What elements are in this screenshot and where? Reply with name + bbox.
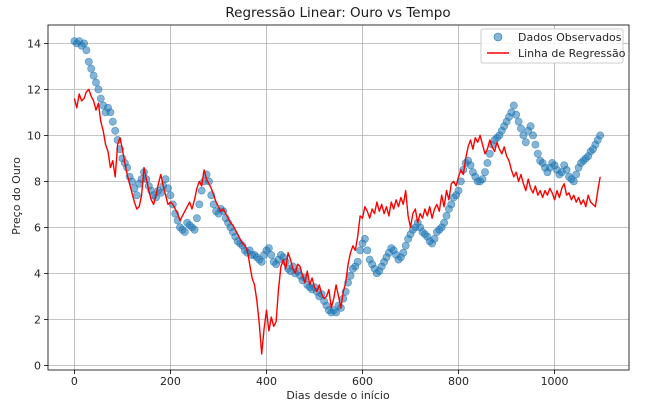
data-point <box>533 149 542 158</box>
data-point <box>512 110 521 119</box>
plot-frame <box>47 24 630 371</box>
data-point <box>531 140 540 149</box>
data-point <box>161 175 170 183</box>
data-point <box>197 186 206 195</box>
data-point <box>87 64 96 73</box>
x-axis-ticks: 0 200 400 600 800 1000 <box>71 370 569 388</box>
legend-box <box>480 28 624 64</box>
data-point <box>478 175 487 183</box>
data-point <box>96 94 105 103</box>
data-point <box>596 131 605 140</box>
data-point <box>466 161 475 170</box>
data-point <box>519 131 528 140</box>
y-tick-label: 8 <box>34 175 41 188</box>
data-point <box>164 184 172 193</box>
data-point <box>447 200 456 209</box>
legend-label-scatter: Dados Observados <box>518 31 622 44</box>
data-point <box>346 271 355 280</box>
y-tick-label: 10 <box>27 129 41 142</box>
data-point <box>82 46 91 55</box>
y-tick-label: 0 <box>34 359 41 372</box>
legend-marker-scatter <box>493 32 503 42</box>
x-tick-label: 800 <box>448 375 469 388</box>
y-axis-label: Preço do Ouro <box>10 157 23 235</box>
data-point <box>483 159 492 167</box>
data-point <box>156 188 165 197</box>
data-point <box>514 117 523 126</box>
data-point <box>192 214 201 223</box>
data-point <box>132 191 141 200</box>
data-point <box>180 228 189 236</box>
x-tick-label: 1000 <box>541 375 569 388</box>
data-point <box>572 170 581 179</box>
data-point <box>92 78 100 87</box>
data-point <box>430 234 439 243</box>
chart-title: Regressão Linear: Ouro vs Tempo <box>225 5 450 21</box>
y-tick-label: 14 <box>27 37 41 50</box>
y-tick-label: 6 <box>34 221 41 234</box>
x-axis-label: Dias desde o início <box>286 389 390 402</box>
data-point <box>360 234 369 243</box>
data-point <box>521 138 530 147</box>
data-point <box>509 101 518 110</box>
data-point <box>106 108 115 117</box>
data-point <box>356 246 364 255</box>
data-point <box>454 186 463 195</box>
x-tick-label: 400 <box>256 375 277 388</box>
legend: Dados Observados Linha de Regressão <box>480 28 626 64</box>
y-tick-label: 4 <box>34 267 41 280</box>
data-point <box>401 241 410 250</box>
data-point <box>257 257 266 266</box>
data-point <box>89 71 98 80</box>
legend-label-line: Linha de Regressão <box>518 47 626 60</box>
data-point <box>442 211 451 220</box>
data-point <box>526 122 535 131</box>
data-point <box>569 177 578 186</box>
data-point <box>267 251 276 259</box>
data-point <box>108 117 117 126</box>
line-series <box>73 88 601 355</box>
data-point <box>529 131 537 140</box>
data-point <box>166 191 175 200</box>
x-tick-label: 600 <box>352 375 373 388</box>
data-point <box>80 39 88 48</box>
data-point <box>363 246 372 255</box>
y-tick-label: 12 <box>27 83 41 96</box>
data-point <box>440 218 448 227</box>
data-point <box>195 200 204 209</box>
data-point <box>332 308 340 317</box>
data-point <box>353 257 362 266</box>
y-tick-label: 2 <box>34 313 41 326</box>
data-point <box>111 126 120 135</box>
scatter-series <box>70 37 605 317</box>
x-tick-label: 0 <box>71 375 78 388</box>
data-point <box>517 124 525 133</box>
y-axis-ticks: 0 2 4 6 8 10 12 14 <box>27 37 48 372</box>
data-point <box>481 168 489 177</box>
data-point <box>485 149 494 158</box>
data-point <box>399 248 408 257</box>
regression-line <box>73 88 601 355</box>
data-point <box>84 57 93 66</box>
data-point <box>190 225 199 234</box>
data-point <box>94 85 103 94</box>
data-point <box>264 244 273 252</box>
data-point <box>562 165 571 174</box>
x-tick-label: 200 <box>160 375 181 388</box>
